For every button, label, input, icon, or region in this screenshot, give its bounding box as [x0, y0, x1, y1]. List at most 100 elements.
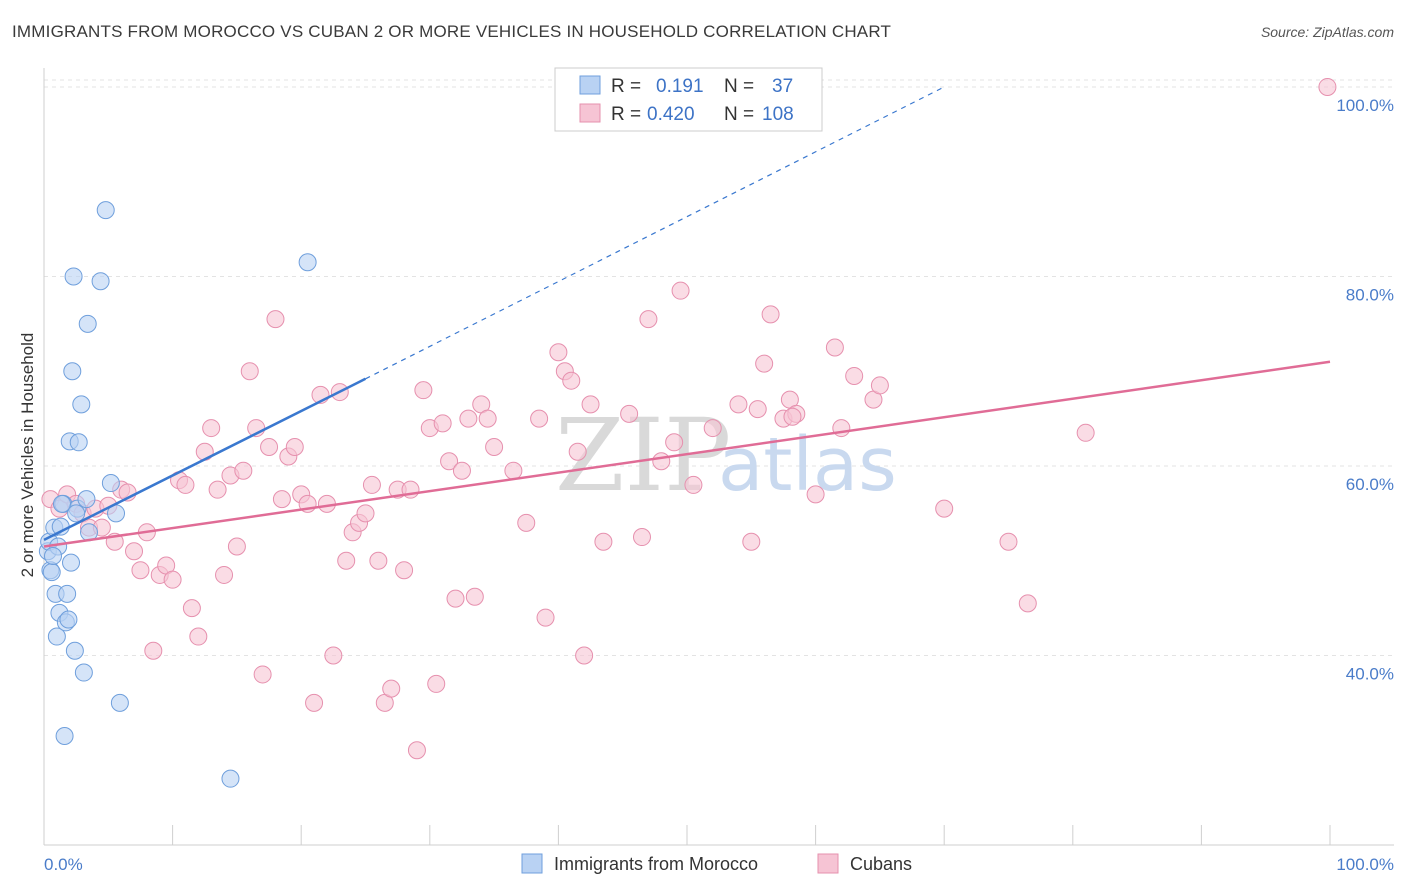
cubans-point-76 — [568, 442, 587, 461]
x-tick-label-0: 0.0% — [44, 855, 83, 874]
cubans-point-57 — [414, 381, 433, 400]
cubans-point-15 — [144, 641, 163, 660]
cubans-point-97 — [825, 338, 844, 357]
cubans-point-96 — [806, 485, 825, 504]
cubans-point-88 — [729, 395, 748, 414]
series-legend-swatch-morocco — [521, 853, 543, 874]
morocco-point-16 — [64, 267, 83, 286]
morocco-trend-extension — [365, 86, 945, 380]
cubans-point-105 — [1076, 423, 1095, 442]
cubans-point-32 — [253, 665, 272, 684]
y-tick-label-60: 60.0% — [1346, 475, 1394, 494]
cubans-point-26 — [215, 565, 234, 584]
cubans-point-33 — [260, 438, 279, 457]
cubans-point-21 — [182, 599, 201, 618]
cubans-point-62 — [446, 589, 465, 608]
x-tick-label-100: 100.0% — [1336, 855, 1394, 874]
morocco-point-35 — [59, 610, 78, 629]
cubans-point-83 — [652, 452, 671, 471]
x-axis-ticks — [43, 825, 1331, 845]
cubans-trend-line — [43, 360, 1331, 548]
y-tick-labels: 40.0% 60.0% 80.0% 100.0% — [1336, 96, 1394, 684]
morocco-trend-line — [43, 377, 367, 542]
trend-lines — [43, 86, 1331, 548]
cubans-point-102 — [935, 499, 954, 518]
source-label: Source: ZipAtlas.com — [1260, 24, 1394, 40]
legend-swatch-morocco — [579, 75, 601, 95]
morocco-point-33 — [53, 494, 72, 513]
cubans-point-81 — [632, 528, 651, 547]
cubans-point-84 — [665, 433, 684, 452]
morocco-point-17 — [65, 641, 84, 660]
y-tick-label-40: 40.0% — [1346, 664, 1394, 683]
cubans-point-86 — [684, 475, 703, 494]
cubans-point-52 — [382, 679, 401, 698]
cubans-point-43 — [324, 646, 343, 665]
cubans-point-67 — [478, 409, 497, 428]
cubans-point-65 — [465, 587, 484, 606]
morocco-point-22 — [77, 490, 96, 509]
morocco-point-32 — [298, 253, 317, 272]
legend-n-value-2: 108 — [762, 104, 794, 125]
morocco-point-20 — [72, 395, 91, 414]
cubans-point-85 — [671, 281, 690, 300]
cubans-point-49 — [362, 475, 381, 494]
morocco-point-25 — [91, 272, 110, 291]
morocco-point-27 — [101, 474, 120, 493]
cubans-point-71 — [530, 409, 549, 428]
cubans-point-68 — [485, 438, 504, 457]
chart-title: IMMIGRANTS FROM MOROCCO VS CUBAN 2 OR MO… — [12, 22, 892, 41]
morocco-point-31 — [221, 769, 240, 788]
cubans-point-48 — [356, 504, 375, 523]
cubans-point-82 — [639, 310, 658, 329]
legend-r-label-1: R = — [611, 76, 641, 97]
cubans-point-64 — [459, 409, 478, 428]
cubans-point-69 — [504, 461, 523, 480]
cubans-point-50 — [369, 551, 388, 570]
cubans-point-78 — [581, 395, 600, 414]
series-legend: Immigrants from Morocco Cubans — [521, 853, 912, 874]
cubans-point-104 — [1018, 594, 1037, 613]
cubans-point-79 — [594, 532, 613, 551]
cubans-point-103 — [999, 532, 1018, 551]
cubans-point-45 — [337, 551, 356, 570]
cubans-point-22 — [189, 627, 208, 646]
morocco-point-30 — [55, 727, 74, 746]
morocco-point-23 — [78, 314, 97, 333]
cubans-point-25 — [208, 480, 227, 499]
cubans-point-72 — [536, 608, 555, 627]
cubans-point-54 — [395, 561, 414, 580]
cubans-point-92 — [761, 305, 780, 324]
cubans-point-91 — [755, 354, 774, 373]
morocco-point-21 — [74, 663, 93, 682]
cubans-point-29 — [234, 461, 253, 480]
y-axis-label: 2 or more Vehicles in Household — [18, 333, 37, 578]
cubans-point-56 — [407, 741, 426, 760]
cubans-point-40 — [305, 693, 324, 712]
y-tick-label-80: 80.0% — [1346, 285, 1394, 304]
cubans-point-12 — [125, 542, 144, 561]
cubans-point-24 — [202, 419, 221, 438]
morocco-points — [38, 201, 317, 788]
morocco-point-14 — [62, 553, 81, 572]
morocco-point-6 — [47, 627, 66, 646]
morocco-point-34 — [44, 546, 63, 565]
cubans-point-60 — [433, 414, 452, 433]
cubans-point-18 — [163, 570, 182, 589]
cubans-point-35 — [272, 490, 291, 509]
legend-n-label-2: N = — [724, 104, 754, 125]
cubans-point-101 — [870, 376, 889, 395]
cubans-point-73 — [549, 343, 568, 362]
legend-r-value-1: 0.191 — [656, 76, 704, 97]
cubans-point-99 — [845, 366, 864, 385]
legend-swatch-cubans — [579, 103, 601, 123]
morocco-point-26 — [96, 201, 115, 220]
morocco-point-12 — [58, 584, 77, 603]
y-tick-label-100: 100.0% — [1336, 96, 1394, 115]
cubans-point-37 — [285, 438, 304, 457]
morocco-point-3 — [42, 563, 61, 582]
cubans-point-13 — [131, 561, 150, 580]
cubans-point-34 — [266, 310, 285, 329]
cubans-point-107 — [783, 407, 802, 426]
